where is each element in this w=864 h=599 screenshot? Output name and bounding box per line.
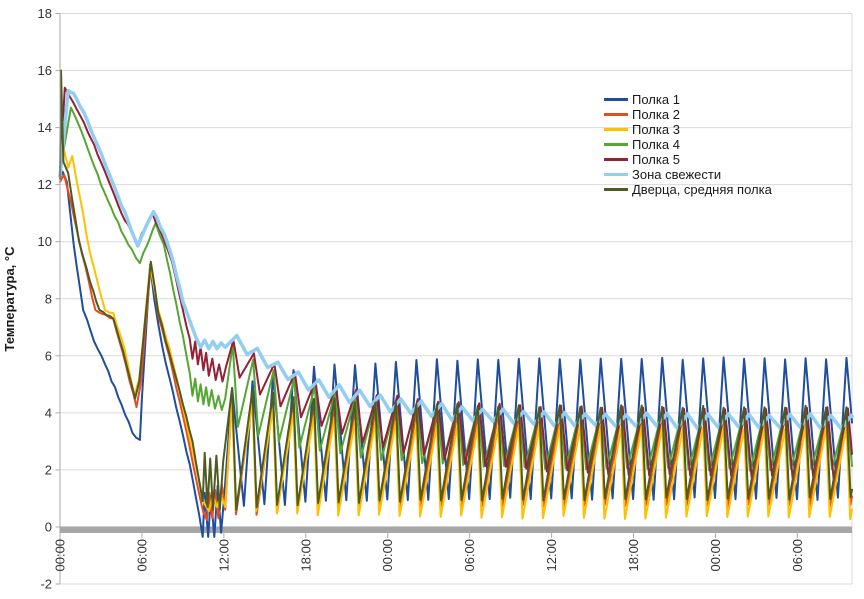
y-tick-label: 16 xyxy=(38,63,52,78)
legend-label: Полка 3 xyxy=(632,122,680,137)
legend-item-5: Полка 5 xyxy=(604,152,772,167)
legend-label: Полка 4 xyxy=(632,137,680,152)
legend-item-2: Полка 2 xyxy=(604,107,772,122)
x-tick-label: 12:00 xyxy=(544,539,559,572)
legend-item-6: Зона свежести xyxy=(604,167,772,182)
chart-legend: Полка 1 Полка 2 Полка 3 Полка 4 Полка 5 Зона … xyxy=(604,92,772,197)
x-tick-label: 06:00 xyxy=(134,539,149,572)
legend-label: Дверца, средняя полка xyxy=(632,182,772,197)
legend-line-swatch xyxy=(604,143,628,146)
legend-item-7: Дверца, средняя полка xyxy=(604,182,772,197)
legend-item-3: Полка 3 xyxy=(604,122,772,137)
y-tick-label: 8 xyxy=(45,291,52,306)
legend-line-swatch xyxy=(604,128,628,131)
legend-line-swatch xyxy=(604,188,628,191)
data-series-lines xyxy=(58,69,854,538)
legend-item-4: Полка 4 xyxy=(604,137,772,152)
x-axis-tick-labels: 00:00 06:00 12:00 18:00 00:00 06:00 12:00 18:00… xyxy=(53,539,805,572)
legend-line-swatch xyxy=(604,172,628,177)
legend-label: Полка 1 xyxy=(632,92,680,107)
y-tick-label: 12 xyxy=(38,177,52,192)
y-tick-label: 6 xyxy=(45,348,52,363)
legend-line-swatch xyxy=(604,113,628,116)
legend-label: Полка 2 xyxy=(632,107,680,122)
legend-line-swatch xyxy=(604,98,628,101)
y-tick-label: 0 xyxy=(45,519,52,534)
y-axis-title: Температура, °C xyxy=(2,246,17,352)
y-tick-label: 10 xyxy=(38,234,52,249)
series-line-1 xyxy=(59,170,853,538)
x-tick-label: 00:00 xyxy=(708,539,723,572)
y-tick-label: 2 xyxy=(45,462,52,477)
x-tick-label: 00:00 xyxy=(380,539,395,572)
x-tick-label: 06:00 xyxy=(790,539,805,572)
zero-axis-band xyxy=(60,526,852,533)
legend-item-1: Полка 1 xyxy=(604,92,772,107)
y-axis-tick-labels: -2 0 2 4 6 8 10 12 14 16 18 xyxy=(38,6,52,592)
x-tick-label: 12:00 xyxy=(216,539,231,572)
x-tick-label: 06:00 xyxy=(462,539,477,572)
x-tick-label: 18:00 xyxy=(298,539,313,572)
series-line-5 xyxy=(59,86,853,480)
x-tick-label: 00:00 xyxy=(53,539,68,572)
series-line-6 xyxy=(58,88,854,431)
legend-label: Зона свежести xyxy=(632,167,722,182)
y-tick-label: 18 xyxy=(38,6,52,21)
series-line-7 xyxy=(59,69,853,511)
axis-lines-and-ticks xyxy=(55,13,852,585)
x-tick-label: 18:00 xyxy=(626,539,641,572)
y-tick-label: -2 xyxy=(40,577,52,592)
y-tick-label: 14 xyxy=(38,120,52,135)
legend-label: Полка 5 xyxy=(632,152,680,167)
y-tick-label: 4 xyxy=(45,405,52,420)
legend-line-swatch xyxy=(604,158,628,161)
